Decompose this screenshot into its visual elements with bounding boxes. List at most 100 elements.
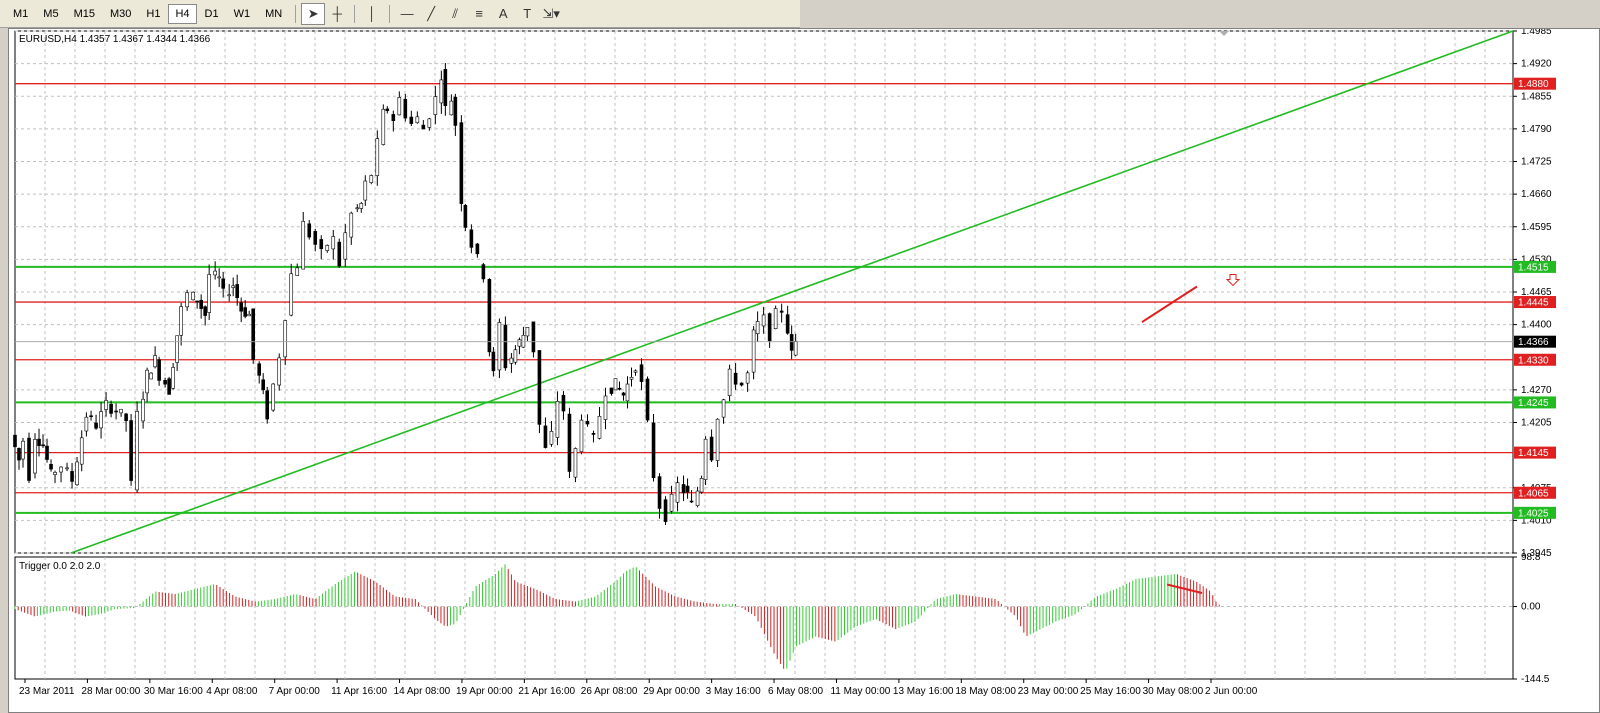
text-icon[interactable]: A xyxy=(498,6,508,21)
time-tick-label: 25 May 16:00 xyxy=(1080,686,1141,697)
candle-body xyxy=(709,436,714,461)
candle-body xyxy=(695,490,700,507)
candle-body xyxy=(153,355,157,368)
candle-body xyxy=(307,223,312,238)
candle-body xyxy=(109,403,113,414)
candle-body xyxy=(17,448,21,461)
candle-body xyxy=(427,118,432,128)
level-price-badge xyxy=(1514,396,1556,409)
candle-body xyxy=(689,500,694,503)
divergence-line-price[interactable] xyxy=(1141,285,1198,323)
candle-body xyxy=(573,448,578,478)
fibonacci-icon[interactable]: ≡ xyxy=(475,6,483,21)
cursor-icon[interactable]: ➤ xyxy=(301,2,326,25)
candle-body xyxy=(645,378,650,421)
level-price-label: 1.4330 xyxy=(1518,355,1549,366)
candle-body xyxy=(525,327,530,337)
candle-body xyxy=(699,478,704,493)
candle-body xyxy=(289,273,294,316)
candle-body xyxy=(65,467,69,470)
down-arrow-icon[interactable] xyxy=(1225,273,1241,287)
candle-body xyxy=(487,278,492,353)
level-price-badge xyxy=(1514,506,1556,519)
candle-body xyxy=(243,307,247,317)
candle-body xyxy=(175,335,179,363)
price-tick-label: 1.4790 xyxy=(1521,124,1552,135)
candle-body xyxy=(621,392,626,396)
candle-body xyxy=(585,420,590,425)
candle-body xyxy=(257,363,262,376)
candle-body xyxy=(597,415,602,439)
candle-body xyxy=(277,357,282,386)
candle-body xyxy=(739,382,744,386)
arrows-dropdown-icon[interactable]: ⇲▾ xyxy=(542,5,560,21)
price-tick-label: 1.3945 xyxy=(1521,548,1552,559)
divergence-line-indicator[interactable] xyxy=(1166,583,1203,594)
candle-body xyxy=(789,334,794,351)
candle-body xyxy=(337,241,342,267)
candle-body xyxy=(727,368,732,396)
candle-body xyxy=(543,425,548,448)
price-tick-label: 1.4465 xyxy=(1521,287,1552,298)
level-price-label: 1.4515 xyxy=(1518,262,1549,273)
chart-shift-marker-icon[interactable] xyxy=(1219,31,1229,36)
chart-canvas[interactable]: 1.4985 1.4920 1.4855 1.4790 1.4725 1.4660 1.45… xyxy=(9,29,1599,712)
candle-body xyxy=(331,236,336,250)
candle-body xyxy=(779,310,784,313)
time-tick-label: 28 Mar 00:00 xyxy=(81,686,140,697)
time-tick-label: 3 May 16:00 xyxy=(706,686,761,697)
candle-body xyxy=(247,313,251,317)
candle-body xyxy=(561,395,566,412)
timeframe-m5-button[interactable]: M5 xyxy=(43,7,59,20)
price-tick-label: 1.4530 xyxy=(1521,254,1552,265)
indicator-label: Trigger 0.0 2.0 2.0 xyxy=(19,561,101,572)
timeframe-w1-button[interactable]: W1 xyxy=(233,7,251,20)
horizontal-line-icon[interactable]: — xyxy=(400,6,414,21)
trendline-icon[interactable]: ╱ xyxy=(427,5,436,21)
time-tick-label: 30 Mar 16:00 xyxy=(144,686,203,697)
candle-body xyxy=(663,499,668,522)
timeframe-mn-button[interactable]: MN xyxy=(265,7,283,20)
chart-window[interactable]: 1.4985 1.4920 1.4855 1.4790 1.4725 1.4660 1.45… xyxy=(8,28,1600,713)
trendline-support[interactable] xyxy=(70,30,1514,554)
time-tick-label: 29 Apr 00:00 xyxy=(643,686,700,697)
price-tick-label: 1.4400 xyxy=(1521,320,1552,331)
candle-body xyxy=(721,399,726,418)
candle-body xyxy=(195,300,199,303)
crosshair-icon[interactable]: ┼ xyxy=(332,6,342,21)
candle-body xyxy=(271,383,276,411)
time-tick-label: 23 May 00:00 xyxy=(1018,686,1079,697)
vertical-line-icon[interactable]: │ xyxy=(368,6,377,21)
timeframe-m1-button[interactable]: M1 xyxy=(13,7,29,20)
timeframe-m15-button[interactable]: M15 xyxy=(73,7,95,20)
candle-body xyxy=(119,408,123,414)
time-tick-label: 2 Jun 00:00 xyxy=(1205,686,1258,697)
candle-body xyxy=(265,390,270,420)
price-tick-label: 1.4985 xyxy=(1521,29,1552,37)
candle-body xyxy=(319,239,324,250)
candle-body xyxy=(141,398,145,422)
candle-body xyxy=(521,334,526,348)
timeframe-d1-button[interactable]: D1 xyxy=(204,7,219,20)
candle-body xyxy=(45,445,49,460)
candle-body xyxy=(313,231,318,245)
level-price-label: 1.4065 xyxy=(1518,488,1549,499)
equidistant-channel-icon[interactable]: ⫽ xyxy=(452,5,459,21)
candle-body xyxy=(681,484,686,494)
text-label-icon[interactable]: T xyxy=(523,6,532,21)
candle-body xyxy=(793,340,798,356)
time-tick-label: 21 Apr 16:00 xyxy=(518,686,575,697)
candle-body xyxy=(397,97,402,116)
timeframe-h1-button[interactable]: H1 xyxy=(146,7,161,20)
candle-body xyxy=(591,432,596,435)
candle-body xyxy=(639,364,644,382)
price-tick-label: 1.4725 xyxy=(1521,157,1552,168)
candle-body xyxy=(513,349,518,363)
candle-body xyxy=(114,410,118,413)
time-tick-label: 7 Apr 00:00 xyxy=(269,686,321,697)
candle-body xyxy=(415,116,420,124)
price-tick-label: 1.4855 xyxy=(1521,91,1552,102)
candle-body xyxy=(421,124,426,130)
timeframe-h4-button[interactable]: H4 xyxy=(168,3,197,24)
timeframe-m30-button[interactable]: M30 xyxy=(109,7,132,20)
